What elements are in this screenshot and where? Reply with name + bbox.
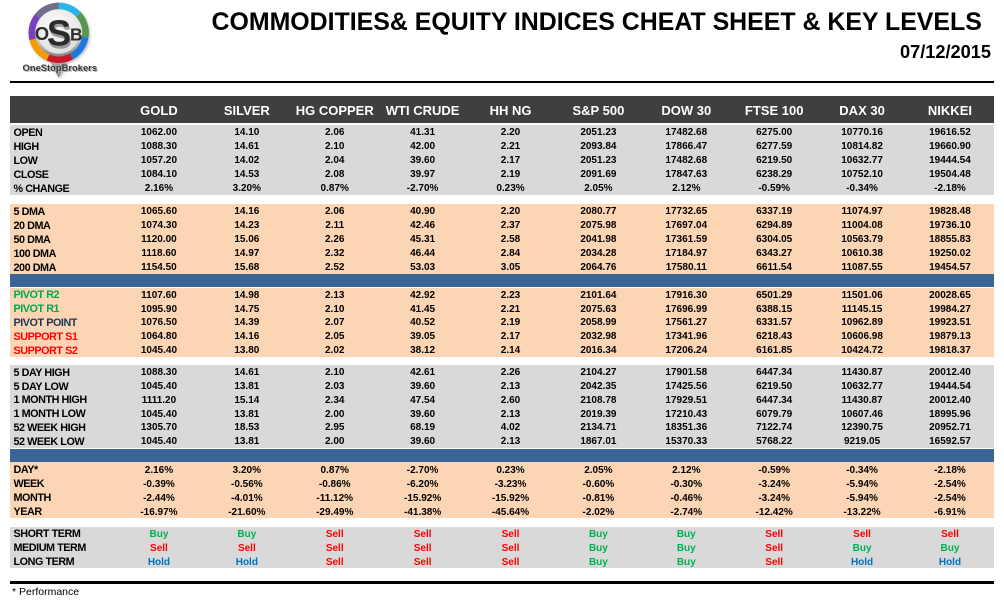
- svg-text:S: S: [47, 13, 71, 54]
- svg-text:O: O: [35, 23, 49, 44]
- svg-text:B: B: [70, 25, 83, 45]
- svg-text:S: S: [48, 15, 72, 56]
- svg-text:OneStopBrokers: OneStopBrokers: [23, 62, 98, 73]
- svg-text:OneStopBrokers: OneStopBrokers: [24, 63, 99, 74]
